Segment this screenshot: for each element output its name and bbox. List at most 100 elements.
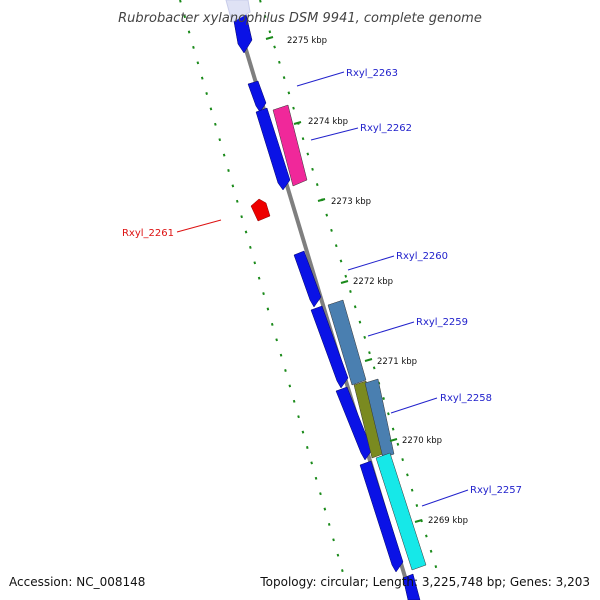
inner-ruler-dot	[214, 122, 217, 126]
inner-ruler-dot	[262, 292, 265, 296]
gene-label-rxyl-2259[interactable]: Rxyl_2259	[416, 317, 468, 328]
outer-ruler-dot	[349, 290, 352, 293]
ruler-tick-labels: 2275 kbp 2274 kbp 2273 kbp 2272 kbp 2271…	[287, 36, 468, 526]
gene-label-rxyl-2260[interactable]: Rxyl_2260	[396, 251, 448, 262]
outer-ruler-dot	[391, 427, 395, 431]
outer-ruler-dot	[401, 458, 404, 462]
inner-ruler-dot	[279, 353, 283, 357]
callout-line	[296, 71, 345, 87]
inner-ruler-dot	[218, 138, 222, 142]
callout-line	[367, 321, 415, 337]
inner-ruler-dot	[284, 369, 287, 372]
outer-ruler-dot	[301, 137, 305, 141]
cog-box[interactable]	[272, 104, 308, 187]
cds-feature[interactable]	[255, 107, 291, 191]
inner-ruler-dot	[192, 45, 195, 49]
outer-ruler-dot	[434, 565, 438, 569]
callout-line	[310, 127, 359, 141]
outer-ruler-dot	[372, 366, 376, 370]
inner-ruler-dot	[205, 92, 208, 95]
inner-ruler-dot	[222, 153, 226, 157]
outer-ruler-dot	[311, 167, 314, 171]
outer-ruler-dot	[358, 320, 362, 324]
inner-ruler-dot	[314, 476, 318, 480]
cog-box[interactable]	[327, 299, 367, 386]
gene-label-rxyl-2262[interactable]: Rxyl_2262	[360, 123, 412, 134]
tick-label-2271-kbp: 2271 kbp	[377, 357, 417, 367]
inner-ruler-dot	[327, 522, 331, 526]
inner-ruler-dot	[209, 107, 213, 111]
outer-ruler-dot	[292, 106, 295, 110]
outer-ruler-dot	[287, 91, 291, 95]
outer-ruler-dot	[406, 473, 409, 477]
accession-text: Accession: NC_008148	[9, 575, 145, 589]
inner-ruler-dot	[244, 230, 248, 234]
inner-ruler-dot	[332, 538, 335, 542]
outer-ruler-dot	[334, 244, 338, 248]
callout-line	[421, 489, 469, 507]
outer-ruler-dot	[339, 259, 343, 263]
outer-ruler-dot	[368, 351, 371, 355]
cog-box[interactable]	[375, 452, 427, 571]
outer-ruler-dot	[363, 335, 367, 339]
cds-feature[interactable]	[310, 305, 349, 389]
gene-label-rxyl-2257[interactable]: Rxyl_2257	[470, 485, 522, 496]
outer-ruler-dot	[396, 442, 400, 446]
cog-track	[272, 104, 427, 571]
cds-feature[interactable]	[359, 460, 404, 573]
outer-ruler-dot	[278, 60, 281, 64]
gene-label-rxyl-2258[interactable]: Rxyl_2258	[440, 393, 492, 404]
tick-label-2272-kbp: 2272 kbp	[353, 277, 393, 287]
map-title: Rubrobacter xylanophilus DSM 9941, compl…	[118, 11, 482, 26]
inner-ruler-dot	[200, 76, 204, 80]
inner-ruler-dot	[292, 399, 296, 403]
outer-ruler-dot	[263, 14, 267, 19]
gene-callouts	[176, 71, 469, 507]
ruler-tick	[317, 198, 326, 202]
inner-ruler-dot	[183, 15, 187, 19]
inner-ruler-dot	[231, 184, 235, 188]
outer-ruler-dot	[325, 213, 329, 217]
outer-ruler-dot	[330, 228, 333, 232]
cds-feature[interactable]	[293, 250, 322, 308]
ruler-tick	[364, 358, 373, 362]
inner-ruler-dot	[310, 461, 313, 465]
ruler-major-ticks	[265, 36, 423, 523]
gene-labels: Rxyl_2263 Rxyl_2262 Rxyl_2261 Rxyl_2260 …	[122, 68, 522, 496]
inner-ruler-dot	[297, 415, 300, 419]
inner-ruler-dot	[341, 569, 344, 573]
inner-ruler-dot	[336, 553, 340, 557]
genome-summary-text: Topology: circular; Length: 3,225,748 bp…	[259, 575, 590, 589]
ruler-tick	[265, 36, 274, 40]
outer-ruler-dot	[259, 0, 262, 3]
cds-feature[interactable]	[402, 573, 421, 600]
inner-ruler-dot	[323, 507, 327, 511]
outer-ruler-dot	[344, 274, 348, 278]
gene-label-rxyl-2263[interactable]: Rxyl_2263	[346, 68, 398, 79]
outer-ruler-dot	[273, 45, 276, 49]
cds-feature[interactable]	[335, 386, 373, 461]
inner-ruler-dot	[240, 215, 243, 219]
cds-feature[interactable]	[247, 80, 267, 113]
ruler-tick	[293, 121, 302, 125]
rna-feature[interactable]	[250, 198, 271, 222]
inner-ruler-dot	[275, 338, 278, 342]
inner-ruler-dot	[179, 0, 182, 3]
inner-ruler-dot	[227, 169, 230, 172]
outer-ruler-dot	[429, 549, 433, 553]
ruler-tick	[340, 280, 349, 284]
inner-ruler-dot	[249, 245, 252, 249]
ruler-tick	[414, 519, 423, 523]
tick-label-2275-kbp: 2275 kbp	[287, 36, 327, 46]
ruler-tick	[389, 438, 398, 442]
gene-label-rxyl-2261[interactable]: Rxyl_2261	[122, 228, 174, 239]
outer-ruler-dot	[425, 534, 428, 538]
inner-ruler-dot	[187, 30, 191, 34]
outer-ruler-dot	[353, 305, 357, 309]
outer-ruler-dot	[415, 504, 419, 507]
callout-line	[390, 397, 438, 414]
cog-box[interactable]	[364, 378, 395, 459]
tick-label-2273-kbp: 2273 kbp	[331, 197, 371, 207]
